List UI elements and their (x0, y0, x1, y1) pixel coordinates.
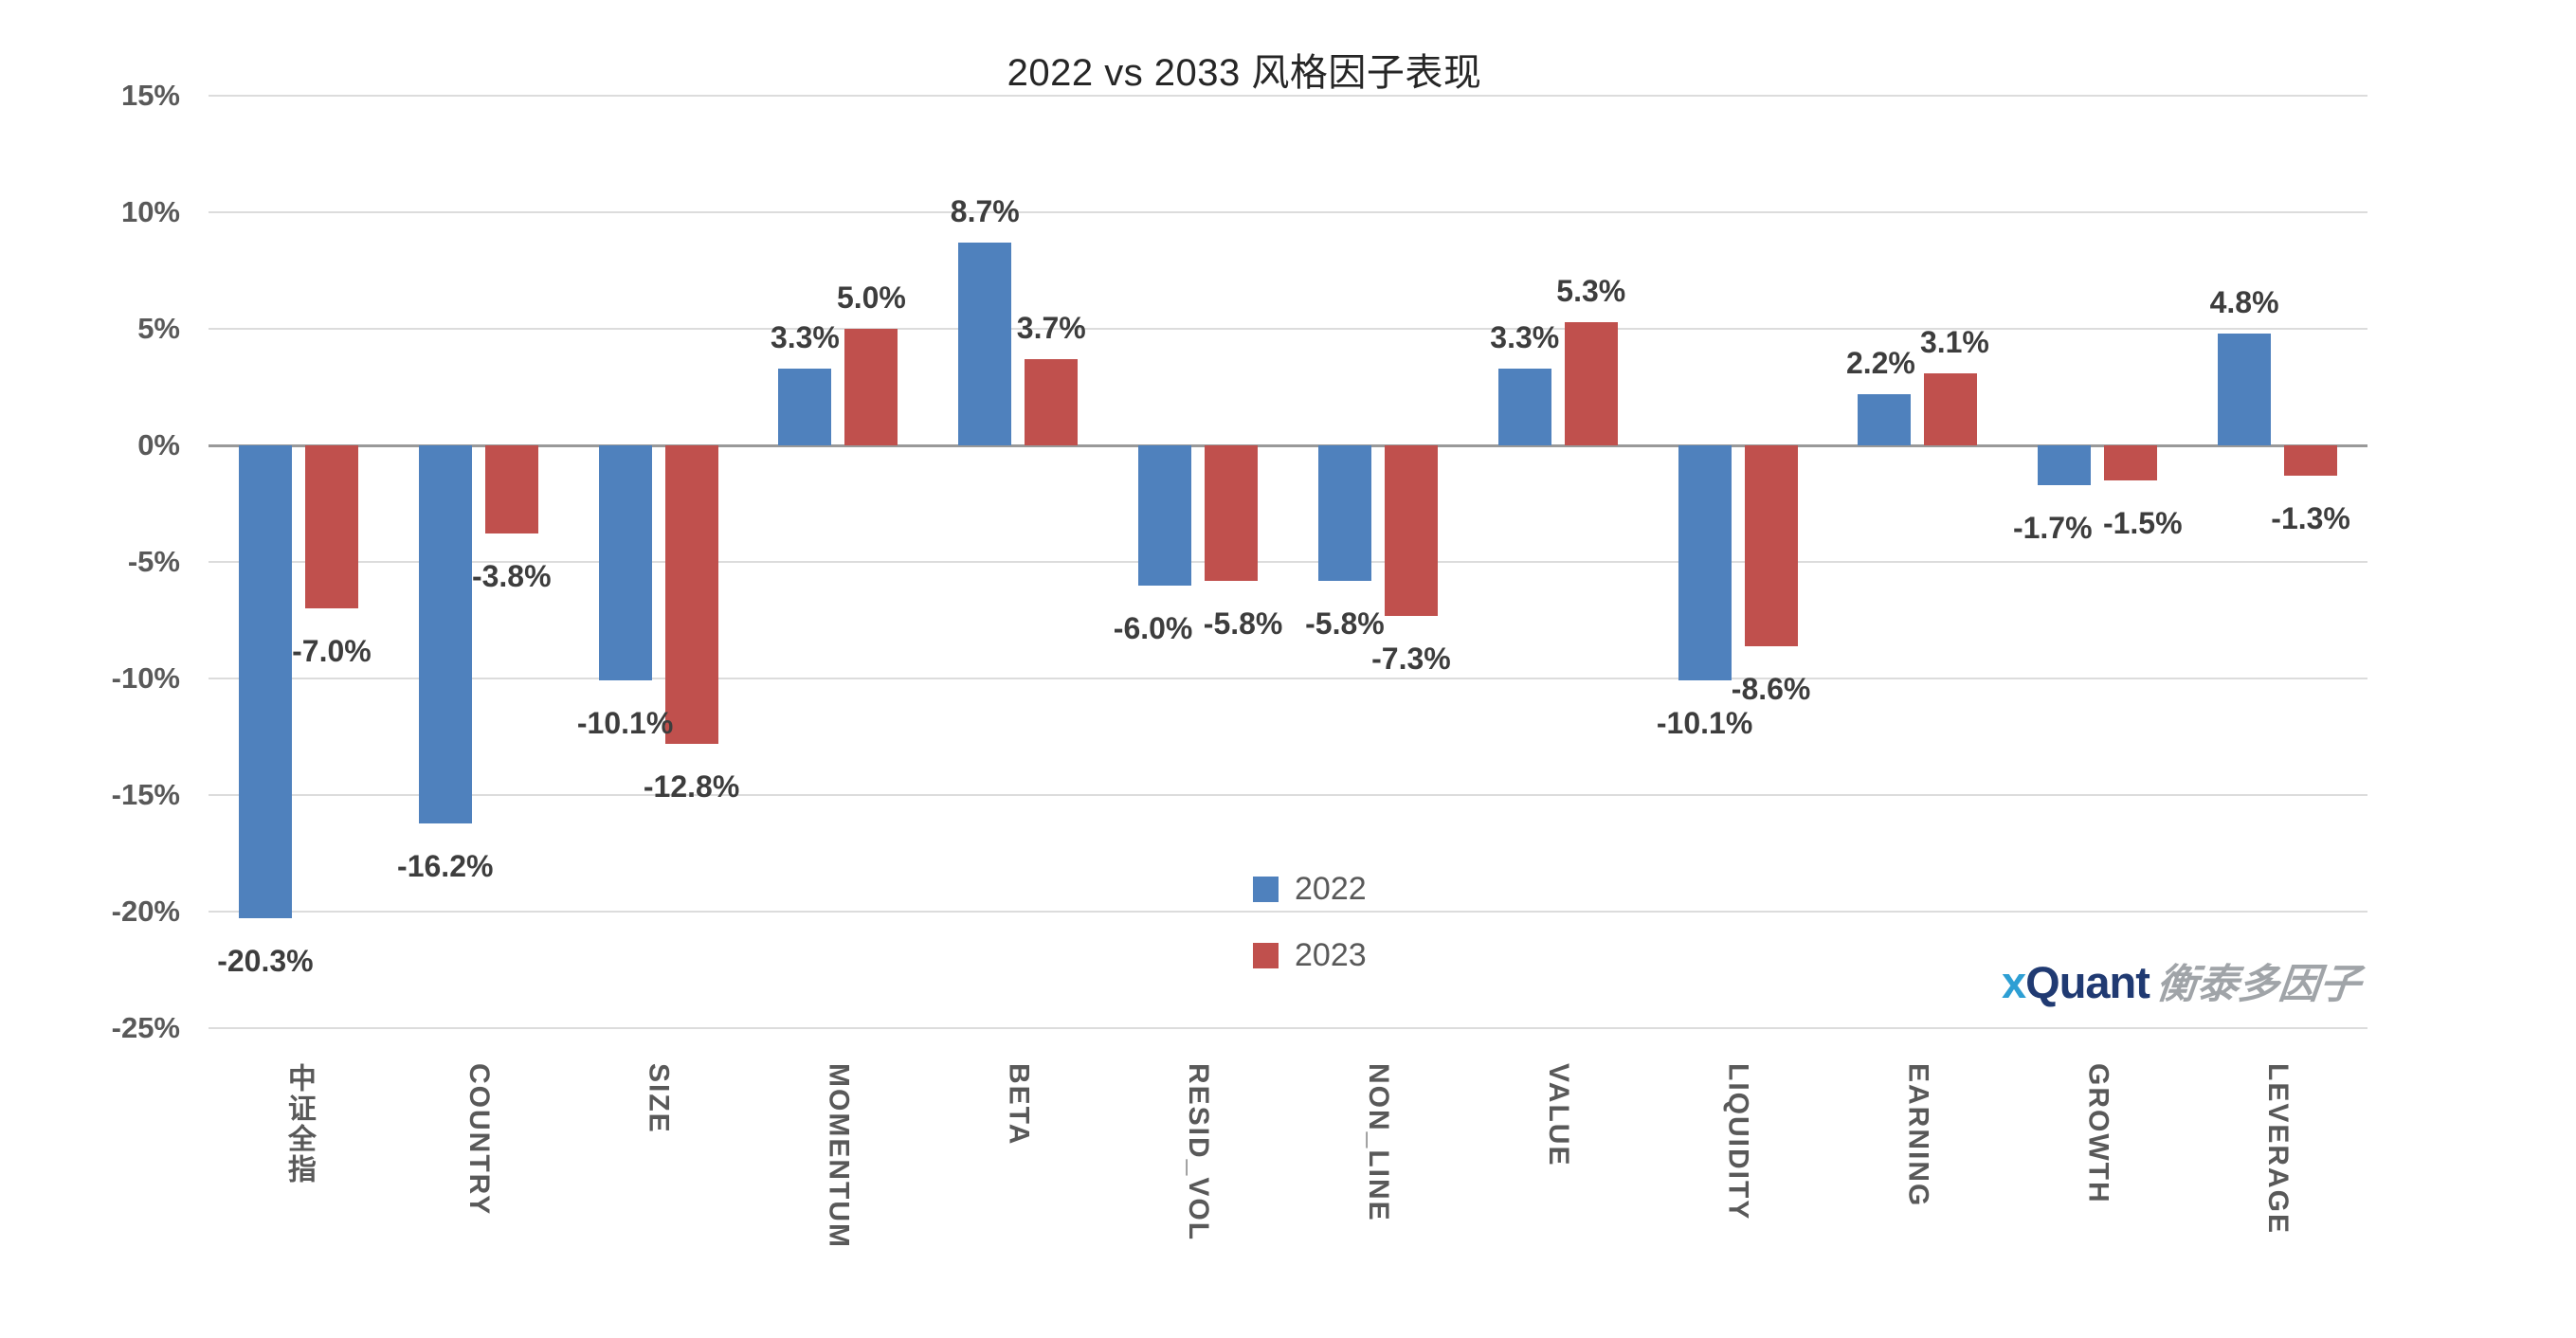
bar-2023-RESID_VOL (1205, 445, 1259, 581)
legend-swatch-2022 (1253, 876, 1279, 902)
bar-2023-COUNTRY (484, 445, 538, 534)
legend-item-2023: 2023 (1253, 932, 1367, 978)
bar-2022-MOMENTUM (778, 368, 832, 445)
x-category-label-中证全指: 中证全指 (282, 1063, 315, 1184)
gridline (209, 328, 2367, 330)
bar-2022-SIZE (598, 445, 652, 681)
data-label-2022-GROWTH: -1.7% (2012, 510, 2093, 545)
data-label-2023-LIQUIDITY: -8.6% (1731, 671, 1811, 706)
x-category-label-VALUE: VALUE (1542, 1063, 1574, 1167)
y-axis-tick-label: 15% (120, 79, 180, 112)
data-label-2023-EARNING: 3.1% (1919, 324, 1989, 359)
bar-2022-LEVERAGE (2218, 333, 2272, 445)
data-label-2022-VALUE: 3.3% (1490, 319, 1560, 354)
y-axis-tick-label: -25% (111, 1011, 180, 1044)
y-axis-tick-label: 10% (120, 195, 180, 228)
bar-2022-NON_LINE (1317, 445, 1371, 581)
bar-2023-LIQUIDITY (1744, 445, 1798, 646)
data-label-2022-COUNTRY: -16.2% (397, 848, 494, 883)
data-label-2023-LEVERAGE: -1.3% (2271, 500, 2350, 535)
y-axis-tick-label: -20% (111, 895, 180, 928)
bar-2023-中证全指 (304, 445, 358, 609)
logo-x-mark: x (2002, 957, 2026, 1007)
data-label-2022-SIZE: -10.1% (576, 706, 674, 741)
gridline (209, 211, 2367, 213)
data-label-2023-VALUE: 5.3% (1556, 273, 1626, 308)
y-axis-tick-label: -5% (127, 545, 180, 578)
y-axis-tick-label: -10% (111, 661, 180, 695)
y-axis-tick-label: 0% (137, 428, 180, 461)
bar-2022-COUNTRY (418, 445, 472, 823)
bar-2023-VALUE (1564, 321, 1618, 445)
x-category-label-LIQUIDITY: LIQUIDITY (1722, 1063, 1754, 1221)
bar-2023-BETA (1025, 358, 1079, 445)
bar-2022-VALUE (1497, 368, 1551, 445)
data-label-2022-MOMENTUM: 3.3% (770, 319, 840, 354)
x-category-label-COUNTRY: COUNTRY (463, 1063, 495, 1217)
data-label-2022-中证全指: -20.3% (217, 944, 314, 979)
logo-quant-text: Quant (2025, 957, 2150, 1007)
bar-2023-LEVERAGE (2284, 445, 2338, 476)
x-category-label-SIZE: SIZE (643, 1063, 675, 1134)
bar-2022-LIQUIDITY (1678, 445, 1732, 681)
legend-swatch-2023 (1253, 942, 1279, 968)
logo-cjk-text: 衡泰多因子 (2153, 962, 2364, 1007)
data-label-2023-NON_LINE: -7.3% (1371, 641, 1451, 676)
bar-2023-SIZE (664, 445, 718, 744)
x-category-label-RESID_VOL: RESID_VOL (1183, 1063, 1215, 1242)
x-category-label-LEVERAGE: LEVERAGE (2262, 1063, 2295, 1236)
bar-2023-NON_LINE (1384, 445, 1438, 616)
bar-2022-EARNING (1858, 393, 1912, 445)
bar-2022-中证全指 (238, 445, 292, 919)
data-label-2023-RESID_VOL: -5.8% (1203, 606, 1283, 641)
data-label-2022-LIQUIDITY: -10.1% (1656, 706, 1753, 741)
x-category-label-GROWTH: GROWTH (2082, 1063, 2114, 1204)
data-label-2023-SIZE: -12.8% (643, 768, 740, 804)
data-label-2022-BETA: 8.7% (950, 193, 1020, 228)
data-label-2022-EARNING: 2.2% (1845, 345, 1915, 380)
bar-2023-EARNING (1924, 372, 1978, 445)
y-axis-tick-label: -15% (111, 778, 180, 811)
data-label-2022-NON_LINE: -5.8% (1305, 606, 1385, 641)
x-category-label-EARNING: EARNING (1902, 1063, 1934, 1208)
bar-2022-RESID_VOL (1138, 445, 1192, 586)
legend-item-2022: 2022 (1253, 866, 1367, 912)
legend-label-2022: 2022 (1295, 870, 1367, 907)
chart-title: 2022 vs 2033 风格因子表现 (1007, 52, 1482, 94)
legend-label-2023: 2023 (1295, 936, 1367, 973)
x-axis-zero-line (209, 444, 2367, 447)
bar-2022-GROWTH (2038, 445, 2092, 485)
x-category-label-MOMENTUM: MOMENTUM (823, 1063, 855, 1249)
data-label-2022-LEVERAGE: 4.8% (2209, 284, 2279, 319)
gridline (209, 794, 2367, 796)
x-category-label-BETA: BETA (1003, 1063, 1035, 1147)
brand-logo: xQuant 衡泰多因子 (2002, 951, 2363, 1010)
data-label-2023-GROWTH: -1.5% (2102, 505, 2183, 540)
bar-2023-GROWTH (2104, 445, 2158, 480)
gridline (209, 911, 2367, 913)
data-label-2023-COUNTRY: -3.8% (471, 559, 552, 594)
data-label-2023-中证全指: -7.0% (292, 634, 372, 669)
bar-2022-BETA (958, 242, 1012, 445)
legend: 2022 2023 (1253, 866, 1367, 999)
gridline (209, 1027, 2367, 1029)
data-label-2023-BETA: 3.7% (1016, 310, 1086, 345)
gridline (209, 561, 2367, 563)
y-axis-tick-label: 5% (137, 312, 180, 345)
gridline (209, 95, 2367, 97)
gridline (209, 678, 2367, 679)
data-label-2022-RESID_VOL: -6.0% (1113, 610, 1193, 645)
data-label-2023-MOMENTUM: 5.0% (836, 280, 906, 315)
x-category-label-NON_LINE: NON_LINE (1362, 1063, 1394, 1222)
bar-2023-MOMENTUM (844, 329, 898, 445)
